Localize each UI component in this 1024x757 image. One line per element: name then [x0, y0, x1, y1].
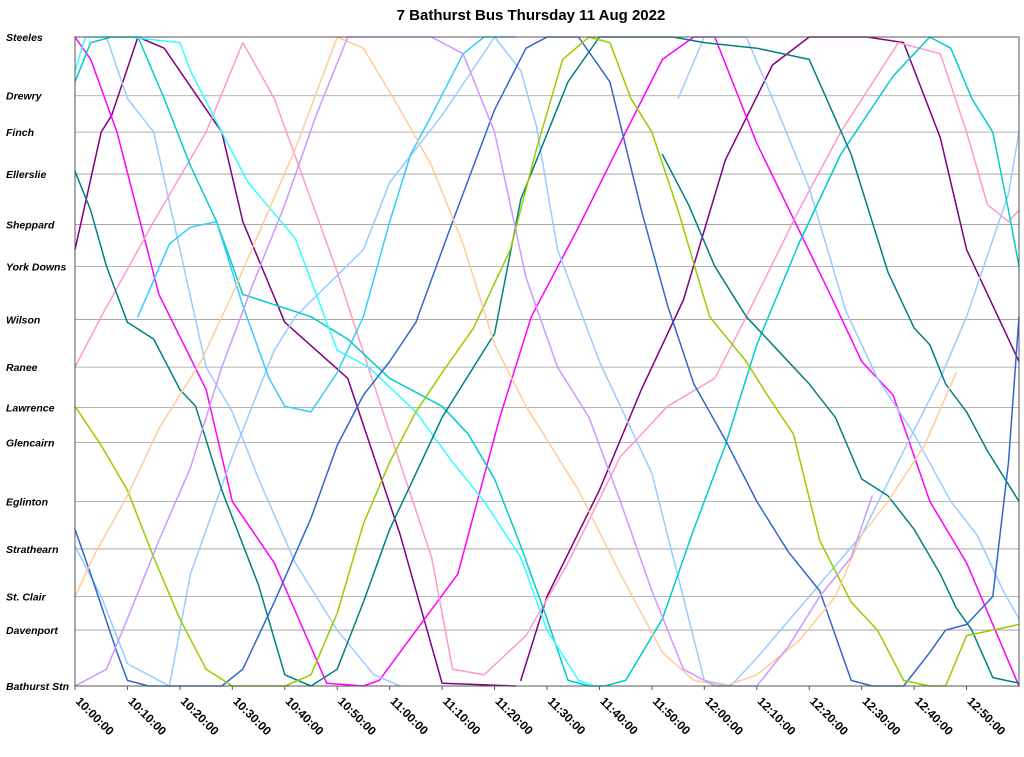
x-tick-label: 12:00:00 [702, 694, 746, 738]
stop-label: Strathearn [6, 544, 59, 556]
stop-label: York Downs [6, 261, 66, 273]
x-tick-label: 10:30:00 [230, 694, 274, 738]
stop-label: Drewry [6, 91, 43, 103]
stop-label: Wilson [6, 315, 40, 327]
trip-02-line [520, 36, 1020, 682]
x-tick-label: 12:10:00 [755, 694, 799, 738]
x-tick-label: 11:10:00 [440, 694, 484, 738]
x-tick-label: 12:30:00 [860, 694, 904, 738]
trip-03-line [74, 36, 1020, 687]
trip-04-line [74, 41, 1020, 676]
stop-axis-labels: Steeles Drewry Finch Ellerslie Sheppard York … [6, 32, 69, 693]
trip-10-line [137, 36, 517, 413]
stop-label: Ranee [6, 362, 38, 374]
stop-label: Eglinton [6, 496, 48, 508]
stop-label: Finch [6, 127, 34, 139]
trip-12-line [661, 153, 1020, 684]
trip-01-line [74, 36, 517, 687]
x-tick-label: 11:30:00 [545, 694, 589, 738]
x-tick-label: 11:50:00 [650, 694, 694, 738]
x-tick-label: 12:50:00 [964, 694, 1008, 738]
trip-05-line [74, 36, 1020, 687]
trip-series [74, 36, 1020, 687]
trip-14-line [74, 36, 1020, 687]
stop-label: Sheppard [6, 219, 55, 231]
stop-label: Glencairn [6, 438, 54, 450]
stop-label: Davenport [6, 625, 58, 637]
stop-label: Lawrence [6, 402, 55, 414]
x-tick-label: 10:40:00 [283, 694, 327, 738]
x-tick-label: 11:00:00 [388, 694, 432, 738]
stop-label: Steeles [6, 32, 43, 44]
x-tick-label: 12:40:00 [912, 694, 956, 738]
x-tick-label: 12:20:00 [807, 694, 851, 738]
trip-07-line [677, 36, 1020, 620]
plot-frame [74, 36, 1020, 687]
x-tick-label: 11:40:00 [597, 694, 641, 738]
stop-label: St. Clair [6, 591, 47, 603]
chart-title: 7 Bathurst Bus Thursday 11 Aug 2022 [397, 7, 666, 24]
trip-08-line [74, 36, 1020, 687]
trip-11-line [74, 36, 1020, 687]
stop-label: Bathurst Stn [6, 681, 69, 693]
x-tick-label: 10:00:00 [73, 694, 117, 738]
x-tick-label: 10:10:00 [125, 694, 169, 738]
trip-09-line [74, 36, 595, 687]
stop-label: Ellerslie [6, 169, 46, 181]
x-tick-label: 10:50:00 [335, 694, 379, 738]
x-tick-label: 11:20:00 [492, 694, 536, 738]
x-tick-label: 10:20:00 [178, 694, 222, 738]
trip-06-line [105, 36, 401, 687]
trip-15-line [74, 36, 957, 687]
time-axis-labels: 10:00:00 10:10:00 10:20:00 10:30:00 10:40:00… [73, 686, 1009, 738]
